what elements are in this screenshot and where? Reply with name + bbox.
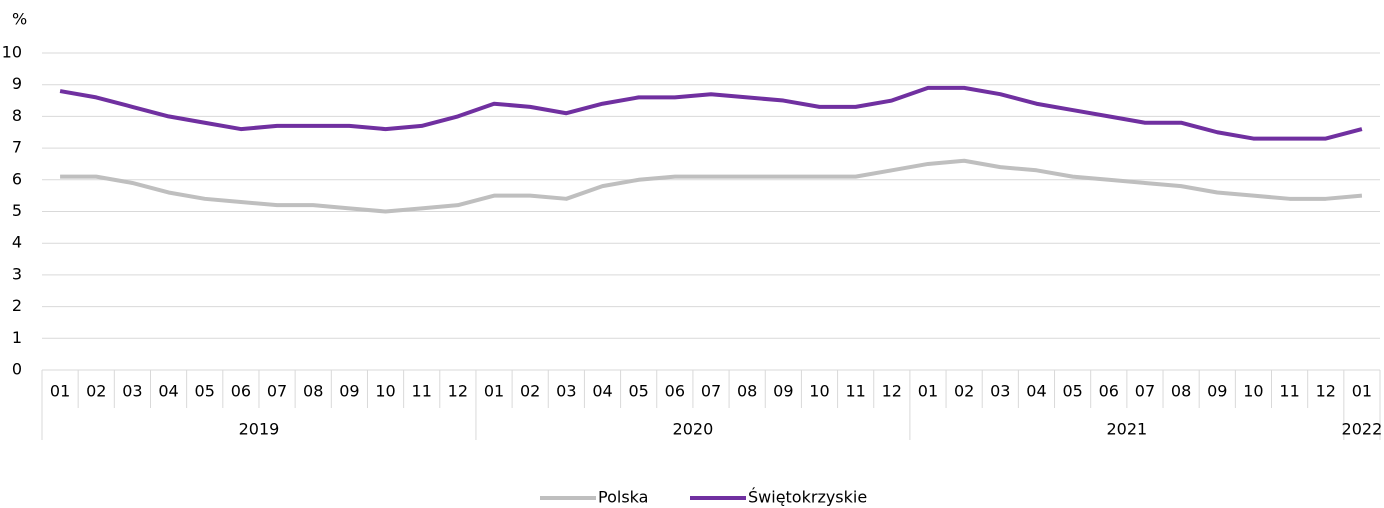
y-tick-label: 3 — [12, 264, 22, 283]
x-tick-label: 08 — [303, 382, 323, 401]
x-tick-label: 12 — [448, 382, 468, 401]
x-tick-label: 02 — [520, 382, 540, 401]
x-group-label: 2019 — [239, 420, 280, 439]
x-tick-label: 10 — [1243, 382, 1263, 401]
x-tick-label: 06 — [665, 382, 685, 401]
x-tick-label: 11 — [845, 382, 865, 401]
x-tick-label: 09 — [773, 382, 793, 401]
x-tick-label: 11 — [412, 382, 432, 401]
y-tick-label: 9 — [12, 74, 22, 93]
y-tick-label: 7 — [12, 138, 22, 157]
x-tick-label: 05 — [195, 382, 215, 401]
x-tick-label: 01 — [50, 382, 70, 401]
x-tick-label: 02 — [86, 382, 106, 401]
y-tick-label: 1 — [12, 328, 22, 347]
x-tick-label: 07 — [267, 382, 287, 401]
x-tick-label: 03 — [122, 382, 142, 401]
x-tick-label: 12 — [882, 382, 902, 401]
series-line — [59, 85, 1363, 141]
legend-label: Polska — [598, 488, 648, 507]
y-tick-label: 4 — [12, 233, 22, 252]
x-tick-label: 01 — [484, 382, 504, 401]
x-tick-label: 08 — [1171, 382, 1191, 401]
x-tick-label: 07 — [1135, 382, 1155, 401]
x-tick-label: 04 — [1026, 382, 1046, 401]
x-tick-label: 12 — [1316, 382, 1336, 401]
x-tick-label: 01 — [1352, 382, 1372, 401]
x-tick-label: 09 — [339, 382, 359, 401]
y-axis-label: % — [12, 10, 27, 29]
y-tick-label: 5 — [12, 201, 22, 220]
x-tick-label: 03 — [990, 382, 1010, 401]
x-tick-label: 08 — [737, 382, 757, 401]
x-tick-label: 11 — [1279, 382, 1299, 401]
y-tick-label: 10 — [2, 43, 22, 62]
x-group-label: 2020 — [673, 420, 714, 439]
x-tick-label: 05 — [628, 382, 648, 401]
x-tick-label: 06 — [1099, 382, 1119, 401]
x-tick-label: 09 — [1207, 382, 1227, 401]
x-tick-label: 04 — [592, 382, 612, 401]
y-tick-label: 6 — [12, 169, 22, 188]
x-tick-label: 03 — [556, 382, 576, 401]
x-tick-label: 02 — [954, 382, 974, 401]
x-tick-label: 07 — [701, 382, 721, 401]
x-tick-label: 06 — [231, 382, 251, 401]
y-tick-label: 2 — [12, 296, 22, 315]
y-tick-label: 8 — [12, 106, 22, 125]
x-tick-label: 10 — [809, 382, 829, 401]
x-group-label: 2021 — [1107, 420, 1148, 439]
x-tick-label: 04 — [158, 382, 178, 401]
legend-label: Świętokrzyskie — [748, 488, 867, 507]
series-line — [60, 158, 1363, 214]
x-tick-label: 01 — [918, 382, 938, 401]
x-tick-label: 05 — [1062, 382, 1082, 401]
y-tick-label: 0 — [12, 360, 22, 379]
x-tick-label: 10 — [375, 382, 395, 401]
x-group-label: 2022 — [1342, 420, 1383, 439]
